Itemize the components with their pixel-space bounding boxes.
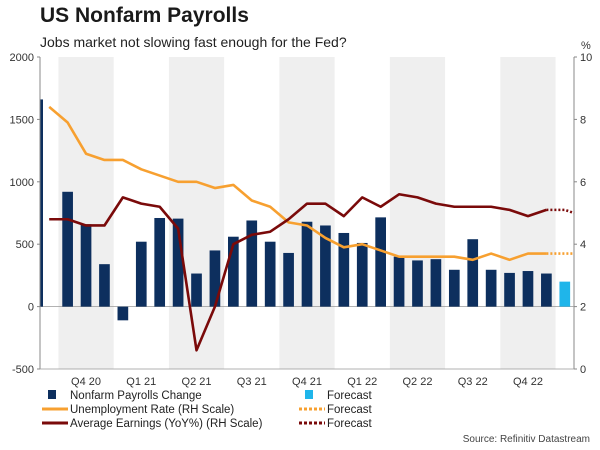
legend-label: Nonfarm Payrolls Change — [70, 390, 202, 402]
payroll-bar — [228, 236, 239, 307]
x-tick-label: Q1 22 — [347, 376, 377, 388]
payroll-bar — [485, 269, 497, 307]
left-tick-label: 1500 — [10, 114, 34, 126]
quarter-band — [500, 57, 556, 369]
payroll-bar — [356, 242, 368, 307]
payroll-bar — [430, 259, 442, 307]
source-note: Source: Refinitiv Datastream — [462, 434, 590, 445]
x-tick-label: Q3 21 — [237, 376, 267, 388]
right-tick-label: 2 — [580, 302, 586, 314]
payroll-bar — [301, 221, 313, 307]
payroll-bar — [117, 306, 129, 321]
legend-label: Forecast — [327, 418, 373, 430]
legend-label: Forecast — [327, 390, 373, 402]
payroll-bar — [264, 241, 276, 307]
legend-marker-bar — [48, 390, 56, 399]
payroll-bar — [320, 225, 331, 307]
left-tick-label: 500 — [16, 239, 34, 251]
right-tick-label: 6 — [580, 177, 586, 189]
payroll-bar — [246, 220, 258, 307]
payroll-bar — [135, 241, 147, 307]
left-tick-label: 1000 — [10, 177, 34, 189]
chart-title: US Nonfarm Payrolls — [40, 4, 249, 27]
legend-label: Average Earnings (YoY%) (RH Scale) — [70, 418, 263, 430]
legend-label: Forecast — [327, 404, 373, 416]
x-tick-label: Q3 22 — [458, 376, 488, 388]
quarter-band — [168, 57, 225, 369]
payroll-bar — [40, 99, 43, 307]
payroll-bar — [467, 239, 479, 307]
left-tick-label: -500 — [12, 364, 34, 376]
x-tick-label: Q2 22 — [402, 376, 432, 388]
x-tick-label: Q2 21 — [182, 376, 212, 388]
payroll-bar — [99, 264, 110, 307]
payroll-bar — [375, 217, 386, 307]
quarter-shading — [58, 57, 556, 369]
payroll-bar — [338, 232, 350, 307]
x-tick-label: Q4 20 — [71, 376, 101, 388]
quarter-band — [389, 57, 446, 369]
payroll-bar — [504, 272, 515, 307]
right-tick-label: 10 — [580, 52, 592, 64]
earnings-line — [49, 192, 547, 352]
payroll-bar — [172, 218, 184, 307]
payroll-bars — [40, 99, 571, 321]
quarter-band — [279, 57, 335, 369]
payroll-bar — [522, 271, 534, 307]
x-tick-label: Q1 21 — [126, 376, 156, 388]
left-tick-label: 2000 — [10, 52, 34, 64]
x-tick-label: Q4 21 — [292, 376, 322, 388]
payroll-bar — [412, 260, 423, 307]
payroll-bar — [62, 191, 73, 307]
payroll-bar — [448, 269, 460, 307]
payroll-bar — [80, 224, 92, 307]
payroll-bar — [541, 273, 552, 307]
x-tick-label: Q4 22 — [513, 376, 543, 388]
axis-tick-labels: -500 0 500 1000 1500 2000 0 2 4 6 8 10% Q4 20 Q1 21 Q2… — [10, 40, 593, 388]
payroll-bar — [283, 252, 294, 307]
payroll-bar — [154, 217, 166, 307]
right-tick-label: 8 — [580, 114, 586, 126]
legend-marker-forecast-bar — [305, 390, 313, 399]
right-axis-unit: % — [581, 40, 591, 52]
left-tick-label: 0 — [28, 302, 34, 314]
legend: Nonfarm Payrolls Change Forecast Unemploym… — [42, 390, 373, 430]
rate-lines — [48, 105, 575, 352]
payroll-bar — [191, 273, 202, 307]
chart-subtitle: Jobs market not slowing fast enough for … — [40, 34, 347, 50]
earnings-forecast-line — [546, 208, 575, 215]
legend-label: Unemployment Rate (RH Scale) — [70, 404, 234, 416]
payroll-bar — [393, 256, 405, 307]
payroll-bar — [209, 250, 221, 307]
right-tick-label: 4 — [580, 239, 586, 251]
right-tick-label: 0 — [580, 364, 586, 376]
unemployment-line — [48, 105, 547, 262]
payroll-forecast-bar — [559, 281, 571, 307]
